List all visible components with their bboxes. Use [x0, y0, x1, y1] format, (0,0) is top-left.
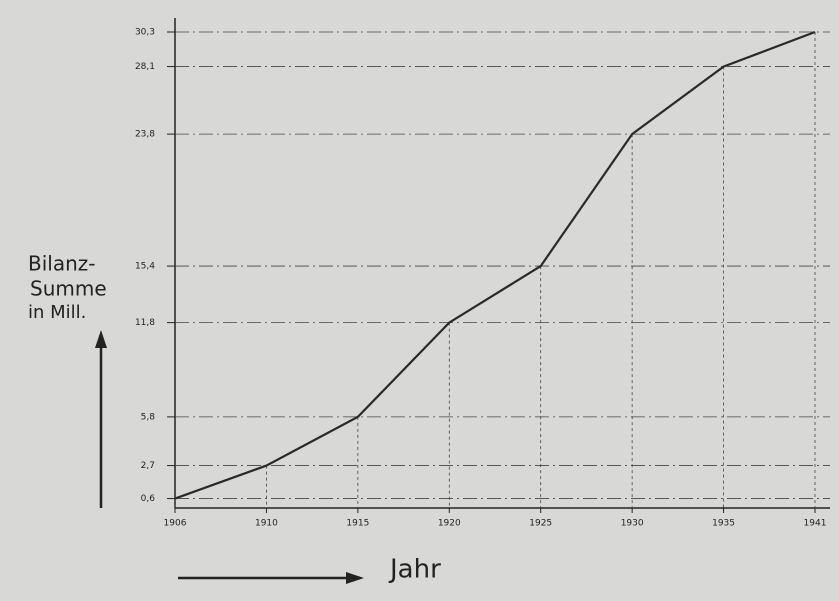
arrow-head: [346, 572, 364, 584]
y-tick-label: 0,6: [141, 494, 156, 504]
chart: Bilanz- Summe in Mill. Jahr 0,6 2,7 5,8 11,…: [0, 0, 839, 601]
data-line: [175, 32, 815, 499]
y-tick-label: 11,8: [135, 318, 155, 328]
x-tick-label: 1910: [255, 519, 278, 529]
x-tick-label: 1920: [438, 519, 461, 529]
y-tick-label: 23,8: [135, 130, 155, 140]
page: Bilanz- Summe in Mill. Jahr 0,6 2,7 5,8 11,…: [0, 0, 839, 601]
arrow-head: [95, 330, 107, 348]
y-tick-label: 2,7: [141, 461, 155, 471]
x-tick-label: 1941: [804, 519, 827, 529]
x-axis-label: Jahr: [388, 555, 441, 585]
x-tick-label: 1925: [529, 519, 552, 529]
y-tick-label: 28,1: [135, 62, 155, 72]
x-tick-label: 1935: [712, 519, 735, 529]
y-axis-label: in Mill.: [28, 302, 86, 323]
y-tick-label: 15,4: [135, 262, 155, 272]
y-tick-label: 30,3: [135, 27, 155, 37]
x-tick-label: 1906: [164, 519, 187, 529]
x-tick-label: 1930: [621, 519, 644, 529]
x-tick-label: 1915: [346, 519, 369, 529]
y-axis-label: Summe: [30, 277, 107, 301]
y-axis-label: Bilanz-: [28, 252, 95, 276]
y-tick-label: 5,8: [141, 412, 156, 422]
